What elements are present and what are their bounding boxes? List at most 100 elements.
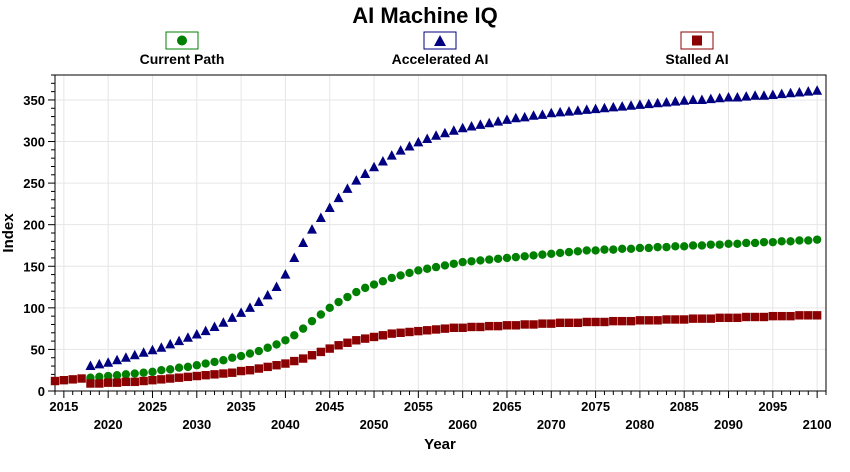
data-point-accelerated-ai — [342, 183, 353, 193]
data-point-stalled-ai — [511, 321, 521, 330]
data-point-accelerated-ai — [351, 175, 362, 185]
data-point-accelerated-ai — [147, 344, 158, 355]
data-point-accelerated-ai — [236, 307, 247, 317]
data-point-accelerated-ai — [670, 96, 681, 106]
data-point-current-path — [130, 369, 139, 378]
data-point-accelerated-ai — [723, 91, 734, 102]
data-point-accelerated-ai — [546, 107, 557, 118]
data-point-accelerated-ai — [564, 106, 574, 116]
data-point-accelerated-ai — [129, 349, 140, 360]
data-point-accelerated-ai — [431, 130, 442, 140]
data-point-accelerated-ai — [271, 281, 282, 292]
data-point-accelerated-ai — [333, 192, 344, 203]
data-point-stalled-ai — [653, 316, 662, 325]
data-point-current-path — [449, 259, 458, 268]
data-point-accelerated-ai — [652, 97, 663, 108]
data-point-stalled-ai — [538, 319, 547, 328]
data-point-current-path — [157, 366, 166, 375]
data-point-stalled-ai — [485, 321, 494, 331]
data-point-accelerated-ai — [626, 100, 637, 110]
data-point-current-path — [476, 256, 485, 265]
data-point-stalled-ai — [724, 313, 733, 323]
data-point-current-path — [95, 372, 104, 382]
data-point-accelerated-ai — [519, 111, 530, 122]
data-point-current-path — [281, 336, 290, 345]
data-point-current-path — [272, 340, 281, 349]
data-point-stalled-ai — [529, 320, 538, 329]
data-point-stalled-ai — [414, 326, 423, 336]
data-point-accelerated-ai — [581, 104, 592, 114]
legend-item-accelerated-ai[interactable]: Accelerated AI — [392, 31, 489, 67]
data-point-accelerated-ai — [617, 101, 628, 111]
data-point-accelerated-ai — [732, 91, 743, 102]
data-point-current-path — [307, 316, 317, 326]
data-point-stalled-ai — [688, 314, 698, 323]
data-point-current-path — [387, 273, 396, 283]
data-point-stalled-ai — [804, 311, 813, 320]
data-point-current-path — [795, 236, 804, 245]
data-point-stalled-ai — [812, 311, 822, 320]
data-point-stalled-ai — [777, 311, 786, 321]
x-tick-label: 2055 — [404, 399, 433, 414]
data-point-accelerated-ai — [608, 101, 619, 112]
data-point-stalled-ai — [423, 326, 432, 335]
data-point-stalled-ai — [547, 319, 556, 328]
data-point-current-path — [210, 357, 219, 367]
data-point-accelerated-ai — [413, 136, 424, 147]
data-point-current-path — [201, 359, 210, 368]
x-tick-label: 2030 — [182, 417, 211, 432]
data-point-accelerated-ai — [218, 317, 229, 327]
data-point-current-path — [759, 237, 769, 247]
data-point-current-path — [103, 371, 113, 381]
legend-label-accelerated-ai: Accelerated AI — [392, 51, 489, 67]
data-point-stalled-ai — [281, 359, 290, 368]
data-point-accelerated-ai — [395, 145, 406, 155]
data-point-stalled-ai — [617, 316, 627, 326]
data-point-current-path — [733, 239, 742, 249]
data-point-stalled-ai — [520, 320, 529, 329]
x-tick-label: 2015 — [49, 399, 78, 414]
data-point-accelerated-ai — [94, 358, 105, 369]
data-point-current-path — [219, 356, 228, 365]
data-point-accelerated-ai — [493, 116, 504, 126]
data-point-accelerated-ai — [103, 357, 114, 367]
data-point-accelerated-ai — [812, 85, 823, 95]
y-tick-label: 200 — [23, 218, 45, 233]
legend-label-current-path: Current Path — [140, 51, 225, 67]
y-tick-label: 150 — [23, 259, 45, 274]
data-point-accelerated-ai — [307, 224, 317, 234]
data-point-stalled-ai — [715, 313, 724, 323]
data-point-stalled-ai — [219, 369, 228, 378]
data-point-current-path — [183, 362, 193, 372]
legend-item-stalled-ai[interactable]: Stalled AI — [665, 31, 729, 67]
data-point-stalled-ai — [263, 362, 272, 372]
x-axis-tick-labels: 2015 2025 2035 2045 2055 2065 2075 2085 2095 2020… — [49, 399, 831, 432]
data-point-accelerated-ai — [758, 90, 769, 100]
data-point-current-path — [547, 249, 556, 258]
data-point-current-path — [688, 241, 698, 250]
data-point-stalled-ai — [325, 344, 334, 353]
legend-item-current-path[interactable]: Current Path — [140, 31, 225, 67]
y-tick-label: 0 — [38, 384, 45, 399]
data-point-current-path — [644, 243, 653, 253]
data-point-current-path — [582, 246, 591, 255]
data-point-stalled-ai — [59, 375, 69, 385]
x-tick-label: 2100 — [803, 417, 832, 432]
data-point-accelerated-ai — [298, 237, 309, 247]
data-point-accelerated-ai — [448, 125, 459, 135]
data-point-current-path — [538, 250, 547, 259]
data-point-accelerated-ai — [138, 347, 149, 357]
data-point-current-path — [405, 268, 414, 278]
data-point-stalled-ai — [458, 323, 467, 332]
data-point-stalled-ai — [378, 331, 388, 340]
data-point-current-path — [263, 343, 272, 352]
data-point-accelerated-ai — [634, 99, 645, 109]
y-tick-label: 300 — [23, 135, 45, 150]
data-point-stalled-ai — [644, 316, 653, 325]
data-point-current-path — [334, 297, 343, 307]
data-point-stalled-ai — [290, 356, 299, 366]
data-point-stalled-ai — [228, 368, 237, 377]
data-point-stalled-ai — [192, 371, 201, 381]
data-point-current-path — [750, 238, 760, 248]
data-point-current-path — [174, 363, 184, 372]
